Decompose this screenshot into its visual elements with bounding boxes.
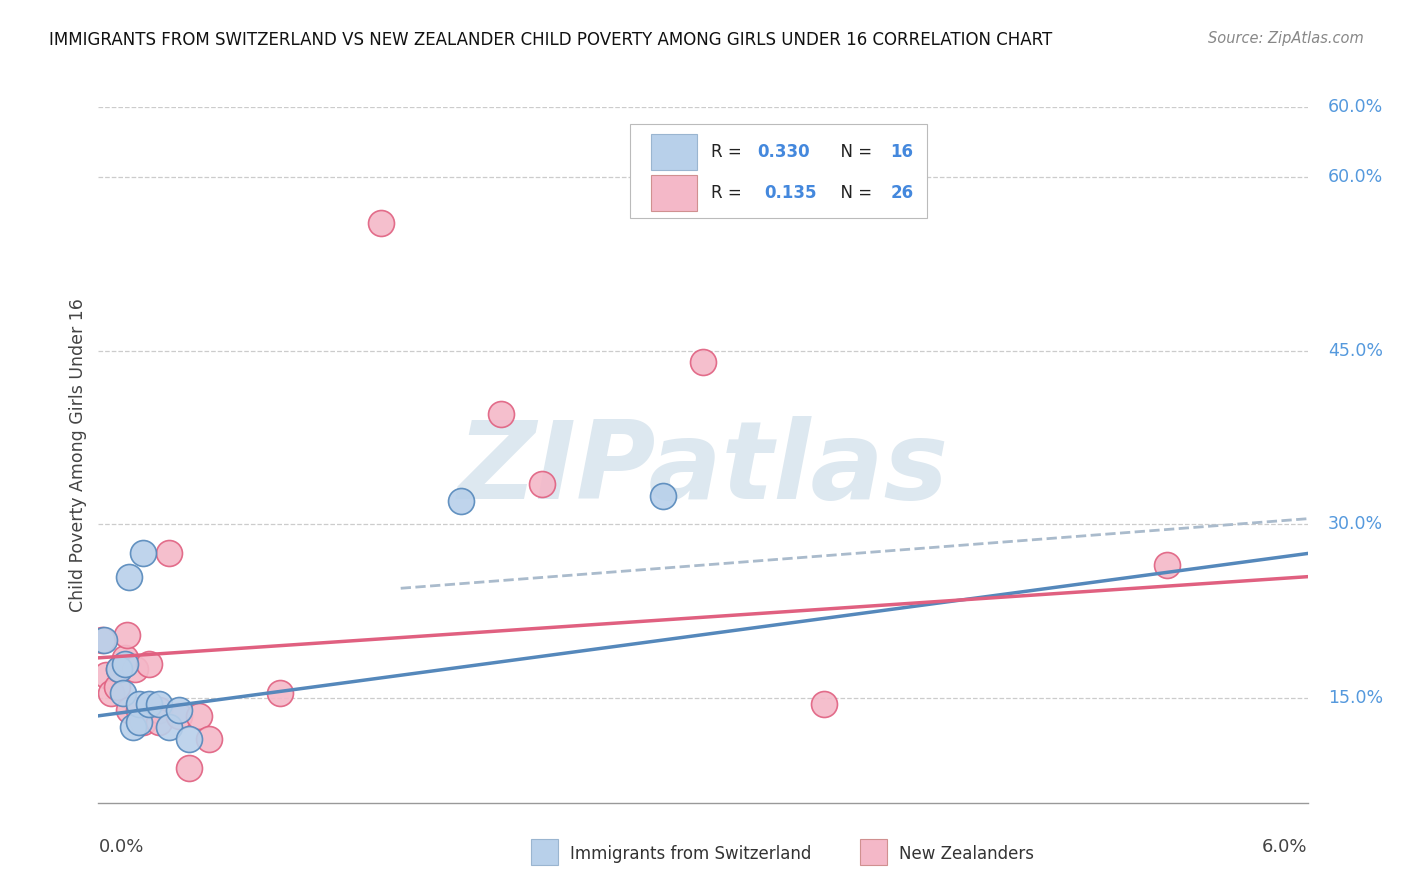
Point xyxy=(198,731,221,746)
Point xyxy=(138,657,160,671)
Point xyxy=(107,662,129,677)
Point xyxy=(93,633,115,648)
Point xyxy=(167,708,190,723)
Point xyxy=(105,680,128,694)
Text: R =: R = xyxy=(711,144,748,161)
Point xyxy=(107,662,129,677)
Point xyxy=(157,721,180,735)
Point xyxy=(530,476,553,491)
Point xyxy=(167,703,190,717)
Point xyxy=(118,703,141,717)
Point xyxy=(491,407,513,422)
Text: 45.0%: 45.0% xyxy=(1327,342,1382,359)
Point xyxy=(91,633,114,648)
Point xyxy=(148,714,170,729)
Y-axis label: Child Poverty Among Girls Under 16: Child Poverty Among Girls Under 16 xyxy=(69,298,87,612)
Point xyxy=(114,657,136,671)
Text: Immigrants from Switzerland: Immigrants from Switzerland xyxy=(569,845,811,863)
Point xyxy=(121,721,143,735)
Point xyxy=(100,686,122,700)
Point xyxy=(692,355,714,369)
Point xyxy=(148,698,170,712)
Point xyxy=(124,662,146,677)
Point xyxy=(813,698,835,712)
Text: 0.0%: 0.0% xyxy=(98,838,143,855)
Point xyxy=(450,494,472,508)
FancyBboxPatch shape xyxy=(531,839,558,865)
Point xyxy=(132,714,155,729)
Text: N =: N = xyxy=(830,184,877,202)
Point xyxy=(177,731,201,746)
Point xyxy=(132,546,155,561)
Point xyxy=(370,216,392,230)
Text: Source: ZipAtlas.com: Source: ZipAtlas.com xyxy=(1208,31,1364,46)
Point xyxy=(128,703,150,717)
Text: 30.0%: 30.0% xyxy=(1327,516,1384,533)
FancyBboxPatch shape xyxy=(860,839,887,865)
Point xyxy=(118,570,141,584)
Point xyxy=(114,651,136,665)
FancyBboxPatch shape xyxy=(651,134,697,170)
Point xyxy=(138,698,160,712)
Text: ZIPatlas: ZIPatlas xyxy=(457,416,949,522)
Point xyxy=(188,708,211,723)
Point xyxy=(111,686,134,700)
Text: 0.330: 0.330 xyxy=(758,144,810,161)
Text: 15.0%: 15.0% xyxy=(1327,690,1384,707)
Point xyxy=(269,686,291,700)
Text: N =: N = xyxy=(830,144,877,161)
Point xyxy=(651,489,673,503)
Point xyxy=(1156,558,1178,573)
Point xyxy=(128,714,150,729)
FancyBboxPatch shape xyxy=(630,124,927,219)
Text: 60.0%: 60.0% xyxy=(1327,98,1384,116)
FancyBboxPatch shape xyxy=(651,175,697,211)
Text: R =: R = xyxy=(711,184,752,202)
Text: 6.0%: 6.0% xyxy=(1263,838,1308,855)
Point xyxy=(148,703,170,717)
Point xyxy=(96,668,118,682)
Text: 16: 16 xyxy=(890,144,914,161)
Point xyxy=(157,546,180,561)
Text: 60.0%: 60.0% xyxy=(1327,168,1384,186)
Text: IMMIGRANTS FROM SWITZERLAND VS NEW ZEALANDER CHILD POVERTY AMONG GIRLS UNDER 16 : IMMIGRANTS FROM SWITZERLAND VS NEW ZEALA… xyxy=(49,31,1053,49)
Text: 26: 26 xyxy=(890,184,914,202)
Point xyxy=(177,761,201,775)
Text: 0.135: 0.135 xyxy=(765,184,817,202)
Point xyxy=(115,628,138,642)
Text: New Zealanders: New Zealanders xyxy=(898,845,1033,863)
Point xyxy=(128,698,150,712)
